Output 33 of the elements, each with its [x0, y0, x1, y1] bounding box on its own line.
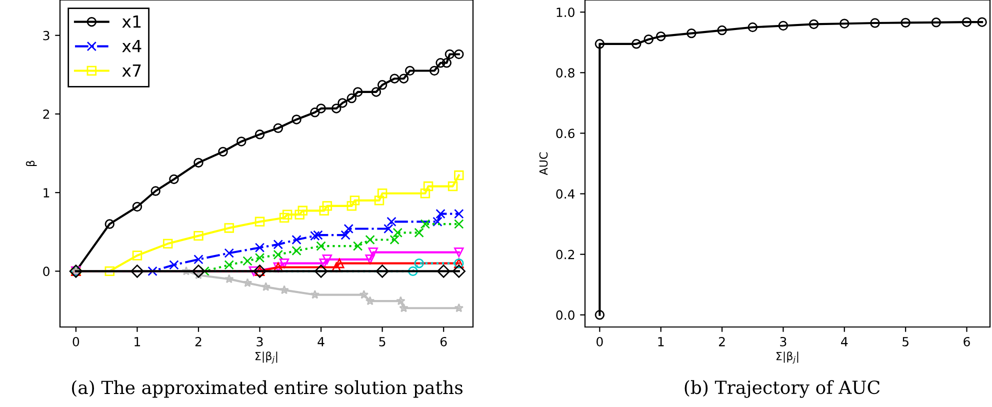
x-tick-label: 2	[718, 336, 725, 346]
x-tick-label: 6	[440, 336, 447, 346]
x-tick-label: 4	[318, 337, 324, 346]
x-tick-label: 0	[596, 336, 603, 346]
legend-label: x7	[122, 64, 141, 77]
y-tick-label: 1	[44, 188, 50, 198]
y-axis-title: AUC	[539, 152, 548, 176]
x-tick-label: 6	[964, 336, 970, 346]
text: (a) The approximated entire solution paths	[72, 380, 462, 398]
x-tick-label: 1	[134, 337, 140, 346]
x-axis-title: Σ|β$_{j}$|	[255, 352, 278, 364]
x-tick-label: 4	[841, 337, 848, 346]
x-tick-label: 3	[780, 336, 786, 346]
x-tick-label: 5	[902, 337, 908, 346]
x-tick-label: 2	[195, 336, 202, 346]
y-tick-label: 0	[43, 266, 50, 276]
y-axis-title: β	[26, 160, 37, 166]
text: (b) Trajectory of AUC	[684, 380, 880, 398]
x-tick-label: 3	[256, 336, 263, 346]
y-tick-label: 2	[43, 109, 50, 119]
y-tick-label: 0.8	[556, 68, 574, 78]
x-axis-title: Σ|β$_{j}$|	[776, 352, 798, 364]
x-tick-label: 1	[658, 337, 664, 346]
y-tick-label: 0.2	[556, 250, 574, 260]
y-tick-label: 1.0	[556, 8, 574, 18]
x-tick-label: 0	[72, 336, 80, 346]
legend-label: x4	[122, 40, 142, 52]
y-tick-label: 0.0	[556, 310, 574, 320]
x-tick-label: 5	[379, 337, 386, 346]
y-tick-label: 0.4	[556, 189, 575, 199]
y-tick-label: 0.6	[556, 128, 574, 138]
legend-label: x1	[122, 16, 141, 28]
y-tick-label: 3	[43, 30, 50, 40]
